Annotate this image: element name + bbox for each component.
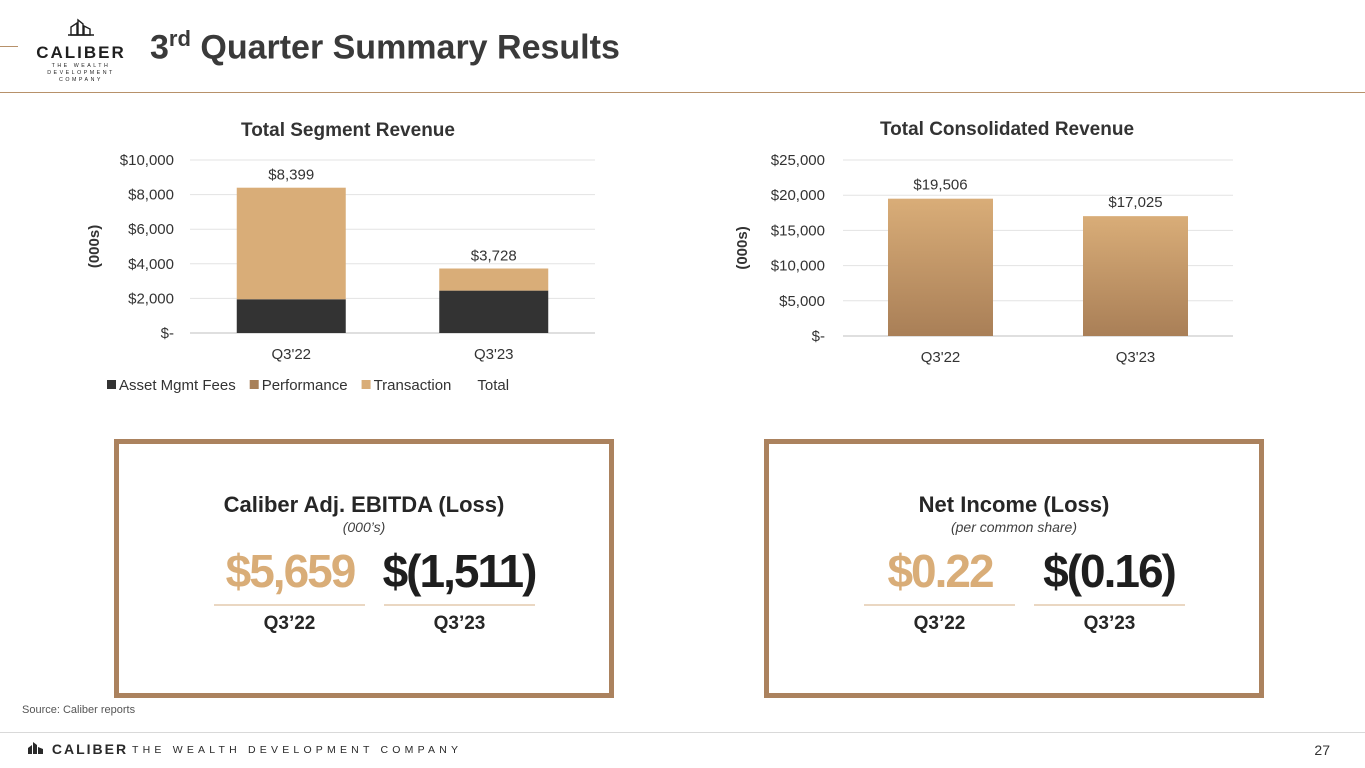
net-income-subtitle: (per common share) (950, 519, 1078, 535)
y-tick-label: $20,000 (771, 187, 825, 204)
logo-wordmark: CALIBER (36, 43, 126, 62)
legend-label: Transaction (374, 377, 452, 394)
y-tick-label: $8,000 (128, 187, 174, 204)
net-income-box: Net Income (Loss) (per common share) $0.… (764, 439, 1264, 698)
data-label: $19,506 (913, 177, 967, 194)
footer-divider (0, 732, 1365, 733)
bar-segment (236, 187, 346, 300)
legend-swatch (107, 380, 116, 389)
y-tick-label: $25,000 (771, 152, 825, 169)
net-income-curr-underline (1034, 604, 1185, 606)
y-tick-label: $- (161, 325, 174, 342)
footer-tagline: THE WEALTH DEVELOPMENT COMPANY (132, 744, 463, 756)
bar-segment (439, 268, 549, 291)
y-tick-label: $4,000 (128, 256, 174, 273)
net-income-curr-period: Q3’23 (1083, 613, 1136, 634)
net-income-prev-period: Q3’22 (913, 613, 966, 634)
logo-tagline-2: COMPANY (59, 77, 103, 83)
ebitda-curr-underline (384, 604, 535, 606)
total-data-label: $3,728 (471, 248, 517, 265)
source-note: Source: Caliber reports (22, 704, 136, 716)
footer-brand-word: CALIBER (51, 741, 129, 757)
y-tick-label: $6,000 (128, 221, 174, 238)
net-income-prev-value: $0.22 (887, 545, 994, 597)
y-tick-label: $5,000 (779, 293, 825, 310)
y-axis-label: (000s) (86, 225, 103, 268)
ebitda-subtitle: (000’s) (342, 519, 386, 535)
legend-label: Asset Mgmt Fees (119, 377, 236, 394)
total-data-label: $8,399 (268, 167, 314, 184)
x-tick-label: Q3'23 (1116, 349, 1156, 366)
legend-swatch (249, 380, 259, 389)
net-income-prev-underline (864, 604, 1015, 606)
y-tick-label: $10,000 (120, 152, 174, 169)
building-logo-icon (68, 18, 94, 36)
ebitda-curr-value: $(1,511) (382, 545, 538, 597)
page-number: 27 (1314, 742, 1330, 758)
chart-title: Total Segment Revenue (241, 120, 455, 141)
bar-segment (236, 299, 346, 333)
ebitda-title: Caliber Adj. EBITDA (Loss) (223, 492, 505, 517)
page-title: 3rd Quarter Summary Results (150, 26, 620, 67)
y-tick-label: $- (812, 328, 825, 345)
chart-title: Total Consolidated Revenue (879, 119, 1135, 140)
bar (1083, 216, 1188, 336)
bar (888, 198, 993, 336)
header-accent-tick (0, 46, 18, 47)
bar-segment (439, 290, 549, 333)
ebitda-prev-period: Q3’22 (263, 613, 316, 634)
segment-revenue-chart: Total Segment Revenue $- $2,000 $4,000 $6,0… (80, 112, 620, 412)
x-tick-label: Q3'22 (271, 346, 311, 363)
consolidated-revenue-chart: Total Consolidated Revenue $- $5,000 $10,0… (720, 112, 1260, 392)
ebitda-curr-period: Q3’23 (433, 613, 486, 634)
legend-swatch (361, 380, 371, 389)
ebitda-prev-value: $5,659 (225, 545, 357, 597)
caliber-logo: CALIBER THE WEALTH DEVELOPMENT COMPANY (22, 18, 140, 83)
logo-tagline-1: THE WEALTH DEVELOPMENT (47, 63, 115, 76)
consolidated-revenue-plot: $- $5,000 $10,000 $15,000 $20,000 $25,000 (000… (734, 152, 1233, 366)
ebitda-box: Caliber Adj. EBITDA (Loss) (000’s) $5,65… (114, 439, 614, 698)
data-label: $17,025 (1108, 194, 1162, 211)
y-tick-label: $15,000 (771, 222, 825, 239)
x-tick-label: Q3'23 (474, 346, 514, 363)
x-tick-label: Q3'22 (921, 349, 961, 366)
legend-label: Performance (262, 377, 348, 394)
building-logo-icon (28, 742, 43, 754)
ebitda-prev-underline (214, 604, 365, 606)
y-tick-label: $2,000 (128, 290, 174, 307)
header-divider (0, 92, 1365, 93)
net-income-title: Net Income (Loss) (918, 492, 1110, 517)
net-income-curr-value: $(0.16) (1043, 545, 1177, 597)
title-superscript: rd (168, 26, 191, 51)
y-axis-label: (000s) (734, 226, 751, 269)
legend-label: Total (477, 377, 509, 394)
footer-brand: CALIBER (26, 741, 128, 757)
y-tick-label: $10,000 (771, 258, 825, 275)
segment-revenue-plot: $- $2,000 $4,000 $6,000 $8,000 $10,000 (000s) $… (86, 152, 595, 394)
